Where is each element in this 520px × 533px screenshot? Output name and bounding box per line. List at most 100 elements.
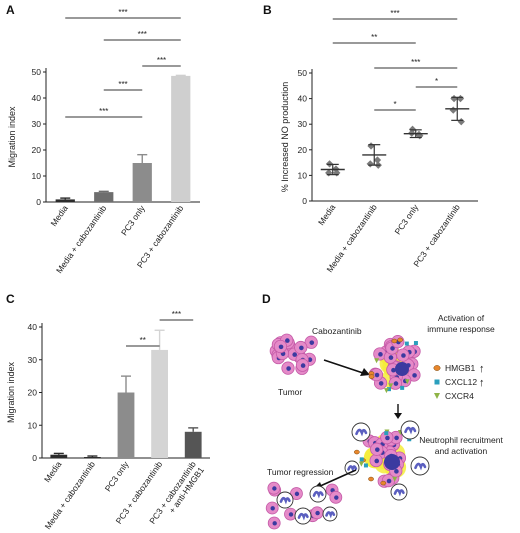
x-tick-label-line: PC3 only: [392, 202, 420, 237]
hmgb1-marker: [353, 449, 360, 455]
legend-up-arrow: ↑: [479, 377, 485, 389]
activation-label: Activation of: [438, 313, 485, 323]
y-tick-label: 30: [28, 355, 38, 365]
hmgb1-marker: [391, 338, 398, 344]
bar: [151, 349, 168, 458]
y-axis-label: Migration index: [6, 361, 16, 423]
cell-nucleus: [386, 478, 392, 484]
data-point: [367, 142, 375, 150]
y-tick-label: 40: [298, 94, 308, 104]
x-tick-label: PC3 + cabozantinib: [411, 202, 462, 269]
arrow-head: [360, 368, 370, 376]
x-tick-label-line: PC3 only: [103, 459, 131, 494]
bar: [94, 192, 114, 202]
cell-nucleus: [300, 363, 306, 368]
neutrophil: [344, 460, 360, 476]
y-tick-label: 30: [32, 119, 42, 129]
regression-label: Tumor regression: [267, 467, 334, 477]
cell-nucleus: [307, 357, 313, 363]
cell-nucleus: [272, 486, 277, 491]
panel-b: B 0 10 20 30 40 50 % Increased NO production Med…: [263, 3, 478, 274]
legend-cxcl12-marker: [434, 379, 440, 385]
neutrophil: [400, 420, 420, 440]
neutrophil: [276, 491, 294, 509]
data-point: [450, 94, 458, 103]
cell-nucleus: [391, 367, 396, 373]
y-axis-label: Migration index: [7, 106, 17, 168]
neutrophil: [294, 507, 312, 525]
x-tick-label-line: Media: [42, 459, 64, 484]
cxcr4-marker: [392, 476, 398, 482]
x-tick-label: PC3 only: [392, 202, 420, 237]
cell-nucleus: [315, 510, 320, 516]
legend-label: CXCL12: [445, 377, 477, 387]
x-tick-label-line: Media: [48, 203, 70, 228]
cell-nucleus: [412, 373, 417, 378]
arrow-head: [394, 413, 402, 419]
cell-nucleus: [285, 338, 290, 343]
y-tick-label: 10: [32, 171, 42, 181]
panel-letter: A: [6, 3, 15, 17]
x-tick-label-line: PC3 only: [119, 203, 147, 238]
significance-label: ***: [118, 80, 127, 89]
neutrophil: [309, 485, 327, 503]
cell-nucleus: [375, 447, 380, 452]
neutrophil-nucleus: [325, 511, 336, 519]
neutrophil: [351, 422, 371, 442]
cell-nucleus: [374, 458, 380, 464]
cell-nucleus: [390, 346, 395, 351]
panel-letter: B: [263, 3, 272, 17]
panel-letter: C: [6, 292, 15, 306]
y-tick-label: 0: [302, 196, 307, 206]
x-tick-label: PC3 only: [103, 459, 131, 494]
large-nucleus: [395, 362, 409, 376]
recruitment-label: Neutrophil recruitment: [419, 435, 503, 445]
x-tick-label: PC3 only: [119, 203, 147, 238]
panel-letter: D: [262, 292, 271, 306]
cabozantinib-label: Cabozantinib: [312, 326, 362, 336]
cell-nucleus: [334, 495, 339, 500]
neutrophil-nucleus: [404, 426, 417, 435]
cxcl12-marker: [384, 431, 389, 436]
neutrophil-nucleus: [414, 462, 427, 471]
arrow-to-activated: [323, 359, 367, 375]
hmgb1-marker: [380, 480, 387, 486]
neutrophil-nucleus: [279, 496, 291, 505]
significance-label: ***: [138, 30, 147, 39]
cell-nucleus: [385, 435, 390, 441]
cxcr4-marker: [404, 379, 410, 385]
cell-nucleus: [294, 491, 300, 497]
x-tick-label: Media: [316, 202, 338, 227]
significance-label: ***: [118, 8, 127, 17]
cxcl12-marker: [400, 385, 405, 390]
bar: [55, 199, 75, 202]
bar: [171, 75, 191, 202]
cell-nucleus: [388, 355, 394, 360]
neutrophil-nucleus: [393, 488, 405, 497]
cell-nucleus: [270, 506, 275, 511]
y-axis-label: % Increased NO production: [280, 82, 290, 193]
data-point: [325, 169, 333, 177]
hmgb1-marker: [397, 337, 404, 343]
neutrophil: [322, 506, 338, 522]
hmgb1-marker: [368, 374, 375, 379]
cell-nucleus: [286, 366, 291, 371]
x-tick-label: Media: [48, 203, 70, 228]
data-point: [457, 117, 465, 126]
y-tick-label: 0: [36, 197, 41, 207]
legend-label: HMGB1: [445, 363, 476, 373]
bar: [184, 431, 202, 458]
y-tick-label: 40: [28, 322, 38, 332]
cxcl12-marker: [359, 457, 364, 462]
y-tick-label: 0: [32, 453, 37, 463]
cxcl12-marker: [386, 387, 391, 392]
cxcr4-marker: [383, 388, 389, 394]
cxcl12-marker: [404, 341, 409, 346]
cell-nucleus: [272, 521, 277, 526]
activation-label: immune response: [427, 324, 495, 334]
arrow-to-regression: [317, 469, 357, 488]
significance-label: ***: [157, 56, 166, 65]
cell-nucleus: [288, 512, 294, 517]
